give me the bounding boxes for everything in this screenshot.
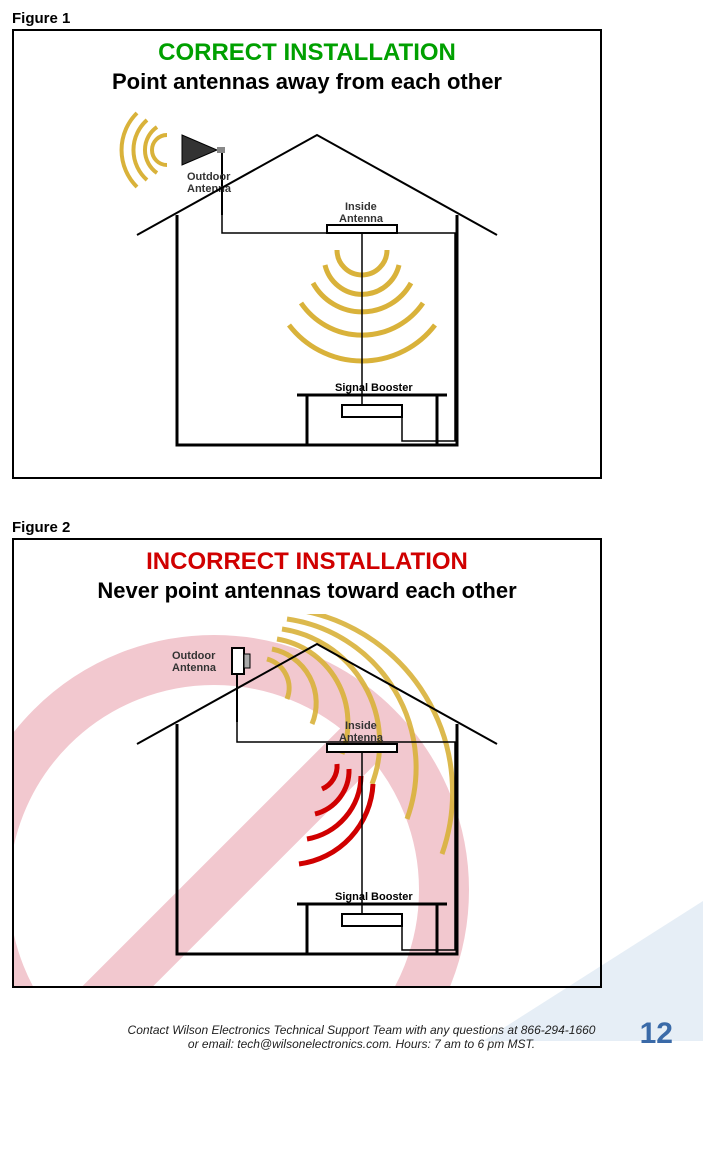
footer: Contact Wilson Electronics Technical Sup… bbox=[10, 1023, 703, 1051]
svg-text:Signal Booster: Signal Booster bbox=[335, 891, 413, 903]
svg-text:Signal Booster: Signal Booster bbox=[335, 382, 413, 394]
figure2-label: Figure 2 bbox=[12, 519, 693, 536]
page-number: 12 bbox=[640, 1017, 673, 1051]
svg-text:Inside Antenna: Inside Antenna bbox=[339, 720, 384, 744]
footer-line1: Contact Wilson Electronics Technical Sup… bbox=[128, 1023, 596, 1037]
footer-line2: or email: tech@wilsonelectronics.com. Ho… bbox=[188, 1037, 535, 1051]
figure1-subtitle: Point antennas away from each other bbox=[14, 69, 600, 95]
figure2-diagram: Outdoor Antenna Inside Antenna Signal Bo… bbox=[67, 614, 547, 974]
svg-text:Outdoor Antenna: Outdoor Antenna bbox=[172, 650, 218, 674]
figure2-title: INCORRECT INSTALLATION bbox=[14, 548, 600, 576]
figure1-box: CORRECT INSTALLATION Point antennas away… bbox=[12, 29, 602, 479]
figure1-title: CORRECT INSTALLATION bbox=[14, 39, 600, 67]
figure2-box: INCORRECT INSTALLATION Never point anten… bbox=[12, 538, 602, 988]
figure2-subtitle: Never point antennas toward each other bbox=[14, 578, 600, 604]
svg-text:Inside Antenna: Inside Antenna bbox=[339, 201, 384, 225]
figure1-diagram: Outdoor Antenna Inside Antenna Signal Bo… bbox=[67, 105, 547, 465]
figure1-label: Figure 1 bbox=[12, 10, 693, 27]
svg-text:Outdoor Antenna: Outdoor Antenna bbox=[187, 171, 233, 195]
